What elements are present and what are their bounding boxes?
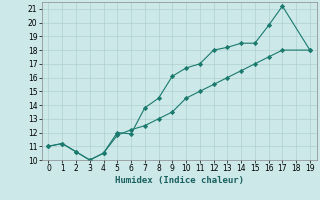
X-axis label: Humidex (Indice chaleur): Humidex (Indice chaleur) bbox=[115, 176, 244, 185]
